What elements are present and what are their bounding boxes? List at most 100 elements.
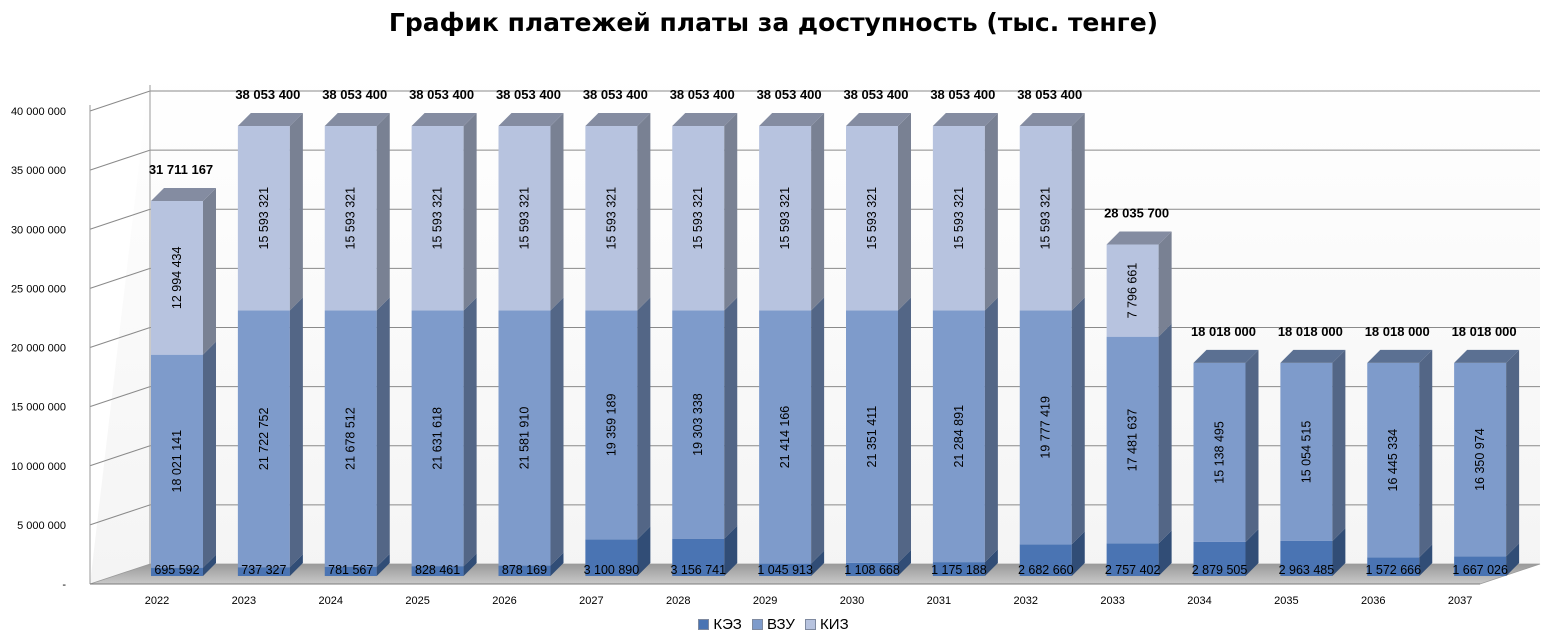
- bar-side-КЭЗ-2022: [203, 554, 216, 576]
- bar-side-КИЗ-2029: [811, 113, 825, 311]
- total-label-2033: 28 035 700: [1104, 205, 1169, 220]
- data-label-kiz-2029: 15 593 321: [778, 187, 792, 250]
- x-tick-label: 2030: [840, 595, 864, 607]
- data-label-kez-2035: 2 963 485: [1279, 563, 1335, 577]
- bar-side-ВЗУ-2023: [289, 297, 303, 568]
- bar-ВЗУ-2037: [1454, 362, 1507, 557]
- bar-side-ВЗУ-2022: [203, 341, 216, 568]
- data-label-vzu-2026: 21 581 910: [518, 407, 532, 470]
- data-label-kez-2023: 737 327: [241, 563, 286, 577]
- bar-side-КЭЗ-2028: [724, 525, 738, 576]
- bar-side-КЭЗ-2035: [1332, 527, 1346, 576]
- data-label-kez-2036: 1 572 666: [1365, 563, 1421, 577]
- data-label-kez-2033: 2 757 402: [1105, 563, 1161, 577]
- bar-КЭЗ-2025: [411, 566, 464, 576]
- total-label-2034: 18 018 000: [1191, 324, 1256, 339]
- bar-КИЗ-2031: [932, 126, 985, 311]
- total-label-2029: 38 053 400: [757, 87, 822, 102]
- bar-side-КИЗ-2031: [984, 113, 998, 311]
- bar-top-2028: [672, 113, 738, 127]
- legend-item-kez[interactable]: КЭЗ: [698, 616, 742, 633]
- bar-side-КЭЗ-2031: [984, 549, 998, 576]
- bar-side-ВЗУ-2035: [1332, 349, 1346, 541]
- data-label-kiz-2026: 15 593 321: [518, 187, 532, 250]
- bar-top-2026: [498, 113, 564, 127]
- data-label-kiz-2022: 12 994 434: [170, 247, 184, 310]
- chart-title: График платежей платы за доступность (ты…: [388, 8, 1159, 37]
- bar-КИЗ-2022: [151, 201, 203, 355]
- bar-ВЗУ-2030: [846, 310, 898, 563]
- x-tick-label: 2024: [319, 595, 343, 607]
- x-tick-label: 2023: [232, 595, 256, 607]
- legend-item-kiz[interactable]: КИЗ: [805, 616, 849, 633]
- data-label-kiz-2032: 15 593 321: [1039, 187, 1053, 250]
- bar-ВЗУ-2027: [585, 310, 638, 540]
- bar-КЭЗ-2027: [585, 539, 638, 576]
- bar-КИЗ-2024: [324, 126, 377, 311]
- data-label-kez-2030: 1 108 668: [844, 563, 900, 577]
- bar-side-КИЗ-2028: [724, 113, 738, 311]
- data-label-vzu-2022: 18 021 141: [170, 430, 184, 493]
- bar-ВЗУ-2023: [237, 310, 290, 568]
- data-label-vzu-2024: 21 678 512: [344, 407, 358, 470]
- x-tick-label: 2029: [753, 595, 777, 607]
- bar-КЭЗ-2026: [498, 565, 551, 576]
- x-tick-label: 2028: [666, 595, 690, 607]
- x-tick-label: 2031: [927, 595, 951, 607]
- x-tick-label: 2035: [1274, 595, 1298, 607]
- x-tick-label: 2032: [1014, 595, 1038, 607]
- bar-ВЗУ-2025: [411, 310, 464, 567]
- data-label-vzu-2035: 15 054 515: [1299, 421, 1313, 484]
- total-label-2026: 38 053 400: [496, 87, 561, 102]
- bar-ВЗУ-2033: [1106, 336, 1159, 544]
- bar-ВЗУ-2035: [1280, 362, 1333, 541]
- y-tick-label: 10 000 000: [11, 461, 66, 473]
- bar-КИЗ-2030: [846, 126, 898, 311]
- total-label-2032: 38 053 400: [1017, 87, 1082, 102]
- bar-side-КИЗ-2030: [898, 113, 911, 311]
- bar-КИЗ-2032: [1019, 126, 1072, 311]
- bar-side-ВЗУ-2028: [724, 297, 738, 539]
- data-label-vzu-2025: 21 631 618: [431, 407, 445, 470]
- bar-side-ВЗУ-2032: [1071, 297, 1085, 545]
- data-label-kez-2025: 828 461: [415, 563, 460, 577]
- data-label-kez-2031: 1 175 188: [931, 563, 987, 577]
- bar-side-ВЗУ-2036: [1419, 349, 1433, 558]
- bar-КЭЗ-2033: [1106, 543, 1159, 576]
- x-tick-label: 2033: [1100, 595, 1124, 607]
- bar-top-2034: [1193, 349, 1259, 363]
- bar-side-КИЗ-2027: [637, 113, 651, 311]
- data-label-kez-2022: 695 592: [154, 563, 199, 577]
- x-tick-label: 2025: [405, 595, 429, 607]
- bar-top-2023: [237, 113, 303, 127]
- bar-side-ВЗУ-2034: [1245, 349, 1259, 542]
- bar-КИЗ-2023: [237, 126, 290, 311]
- bar-side-КЭЗ-2037: [1506, 543, 1520, 576]
- legend-swatch-kez: [698, 619, 710, 630]
- total-label-2025: 38 053 400: [409, 87, 474, 102]
- bar-side-КИЗ-2023: [289, 113, 303, 311]
- data-label-vzu-2030: 21 351 411: [865, 406, 879, 468]
- x-tick-label: 2036: [1361, 595, 1385, 607]
- legend-item-vzu[interactable]: ВЗУ: [751, 616, 795, 633]
- bar-top-2035: [1280, 349, 1346, 363]
- x-tick-label: 2026: [492, 595, 516, 607]
- bar-side-ВЗУ-2025: [463, 297, 477, 567]
- bar-side-КЭЗ-2024: [376, 553, 390, 576]
- bar-side-КЭЗ-2033: [1158, 530, 1172, 576]
- bar-top-2025: [411, 113, 477, 127]
- bar-КИЗ-2029: [759, 126, 812, 311]
- bar-ВЗУ-2024: [324, 310, 377, 567]
- bar-КЭЗ-2030: [846, 562, 898, 576]
- bar-top-2022: [151, 188, 216, 202]
- y-tick-label: 15 000 000: [11, 402, 66, 414]
- bar-side-ВЗУ-2026: [550, 297, 564, 566]
- data-label-vzu-2031: 21 284 891: [952, 405, 966, 468]
- data-label-kiz-2031: 15 593 321: [952, 187, 966, 250]
- legend: КЭЗ ВЗУ КИЗ: [0, 616, 1547, 633]
- x-tick-label: 2034: [1187, 595, 1211, 607]
- bar-side-КИЗ-2026: [550, 113, 564, 311]
- total-label-2023: 38 053 400: [235, 87, 300, 102]
- bar-ВЗУ-2028: [672, 310, 725, 539]
